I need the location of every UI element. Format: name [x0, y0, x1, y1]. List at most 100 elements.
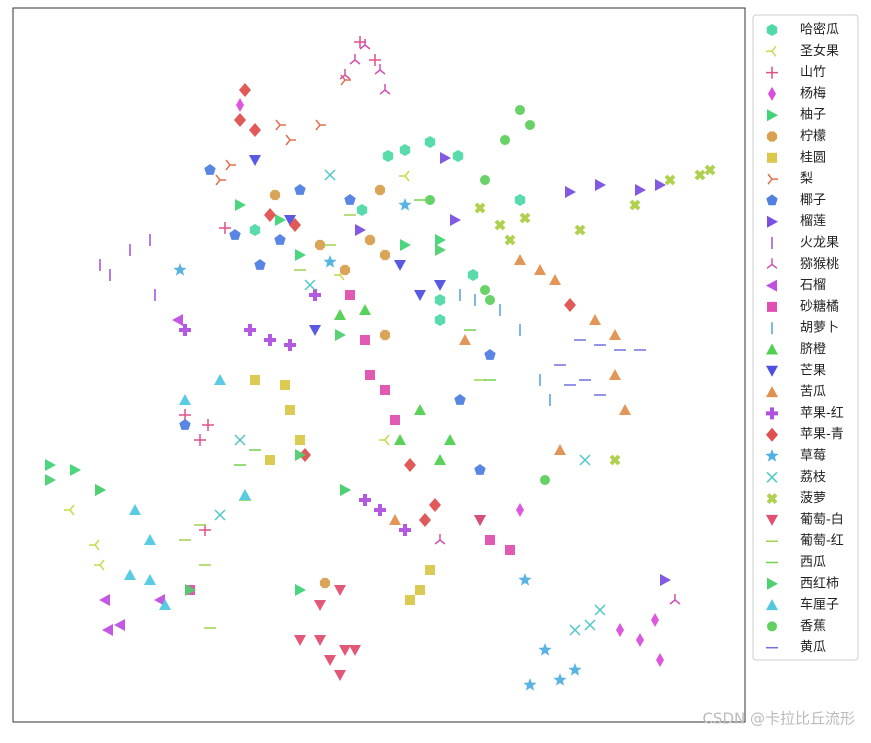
scatter-point	[425, 565, 435, 575]
scatter-point	[434, 454, 446, 465]
scatter-point	[518, 573, 532, 586]
legend-label: 苦瓜	[800, 384, 826, 400]
scatter-point	[359, 304, 371, 315]
legend-label: 西瓜	[800, 555, 826, 570]
scatter-point	[474, 464, 486, 475]
legend-marker	[767, 621, 777, 632]
scatter-point	[389, 514, 401, 525]
watermark: CSDN @卡拉比丘流形	[702, 710, 855, 728]
legend-label: 梨	[800, 172, 813, 187]
scatter-point	[284, 339, 296, 351]
scatter-point	[344, 194, 356, 205]
scatter-point	[229, 229, 241, 240]
scatter-point	[704, 164, 716, 176]
scatter-point	[264, 334, 276, 346]
scatter-point	[349, 645, 361, 656]
legend-marker	[766, 599, 778, 611]
scatter-point	[515, 105, 525, 115]
scatter-point	[239, 83, 251, 97]
scatter-point	[425, 195, 435, 205]
scatter-point	[314, 600, 326, 611]
scatter-point	[323, 255, 337, 268]
scatter-point	[485, 535, 495, 545]
scatter-point	[636, 633, 644, 647]
scatter-point	[440, 152, 451, 164]
scatter-point	[129, 504, 141, 515]
scatter-point	[444, 434, 456, 445]
scatter-point	[484, 349, 496, 360]
legend-label: 圣女果	[800, 43, 839, 59]
scatter-point	[280, 380, 290, 390]
scatter-point	[269, 189, 281, 201]
scatter-point	[595, 179, 606, 191]
scatter-point	[538, 643, 552, 656]
scatter-point	[294, 184, 306, 195]
scatter-point	[89, 539, 100, 551]
legend-marker	[766, 45, 777, 57]
legend-marker	[766, 194, 778, 206]
scatter-point	[359, 494, 371, 506]
scatter-point	[480, 175, 490, 185]
scatter-point	[144, 534, 156, 545]
legend-marker	[765, 449, 779, 462]
scatter-point	[295, 449, 306, 461]
scatter-point	[194, 434, 206, 446]
scatter-point	[239, 489, 251, 500]
scatter-point	[369, 54, 381, 66]
scatter-point	[379, 249, 391, 261]
scatter-point	[359, 39, 371, 50]
scatter-point	[434, 314, 446, 326]
scatter-point	[365, 370, 375, 380]
scatter-point	[234, 113, 246, 127]
scatter-point	[480, 285, 490, 295]
legend-label: 芒果	[800, 362, 826, 378]
scatter-point	[102, 624, 113, 636]
scatter-point	[629, 199, 641, 211]
scatter-point	[345, 290, 355, 300]
scatter-point	[399, 524, 411, 536]
scatter-point	[467, 269, 479, 281]
scatter-point	[364, 234, 376, 246]
legend-label: 火龙果	[800, 236, 839, 251]
scatter-point	[399, 144, 411, 156]
scatter-point	[99, 594, 110, 606]
scatter-point	[94, 559, 105, 571]
scatter-point	[234, 434, 246, 446]
scatter-point	[500, 135, 510, 145]
legend-label: 葡萄-红	[800, 533, 844, 549]
scatter-point	[244, 324, 256, 336]
scatter-point	[434, 294, 446, 306]
legend-marker	[766, 131, 778, 142]
legend-marker	[766, 493, 778, 505]
scatter-point	[274, 234, 286, 245]
scatter-point	[340, 484, 351, 496]
scatter-point	[334, 670, 346, 681]
legend-label: 柚子	[800, 108, 826, 123]
scatter-point	[569, 624, 581, 636]
scatter-point	[354, 36, 366, 48]
scatter-point	[616, 623, 624, 637]
scatter-point	[285, 134, 296, 146]
scatter-point	[459, 334, 471, 345]
scatter-point	[664, 174, 676, 186]
scatter-point	[249, 155, 261, 166]
scatter-point	[394, 434, 406, 445]
scatter-point	[265, 455, 275, 465]
scatter-point	[70, 464, 81, 476]
scatter-point	[335, 329, 346, 341]
scatter-point	[523, 678, 537, 691]
scatter-point	[450, 214, 461, 226]
scatter-point	[404, 458, 416, 472]
scatter-point	[250, 375, 260, 385]
scatter-point	[554, 444, 566, 455]
scatter-point	[204, 164, 216, 175]
legend-label: 柠檬	[800, 129, 826, 144]
scatter-point	[339, 69, 351, 80]
scatter-point	[390, 415, 400, 425]
legend-marker	[767, 152, 777, 163]
scatter-point	[574, 224, 586, 236]
scatter-point	[514, 254, 526, 265]
scatter-point	[225, 159, 236, 171]
scatter-point	[379, 329, 391, 341]
